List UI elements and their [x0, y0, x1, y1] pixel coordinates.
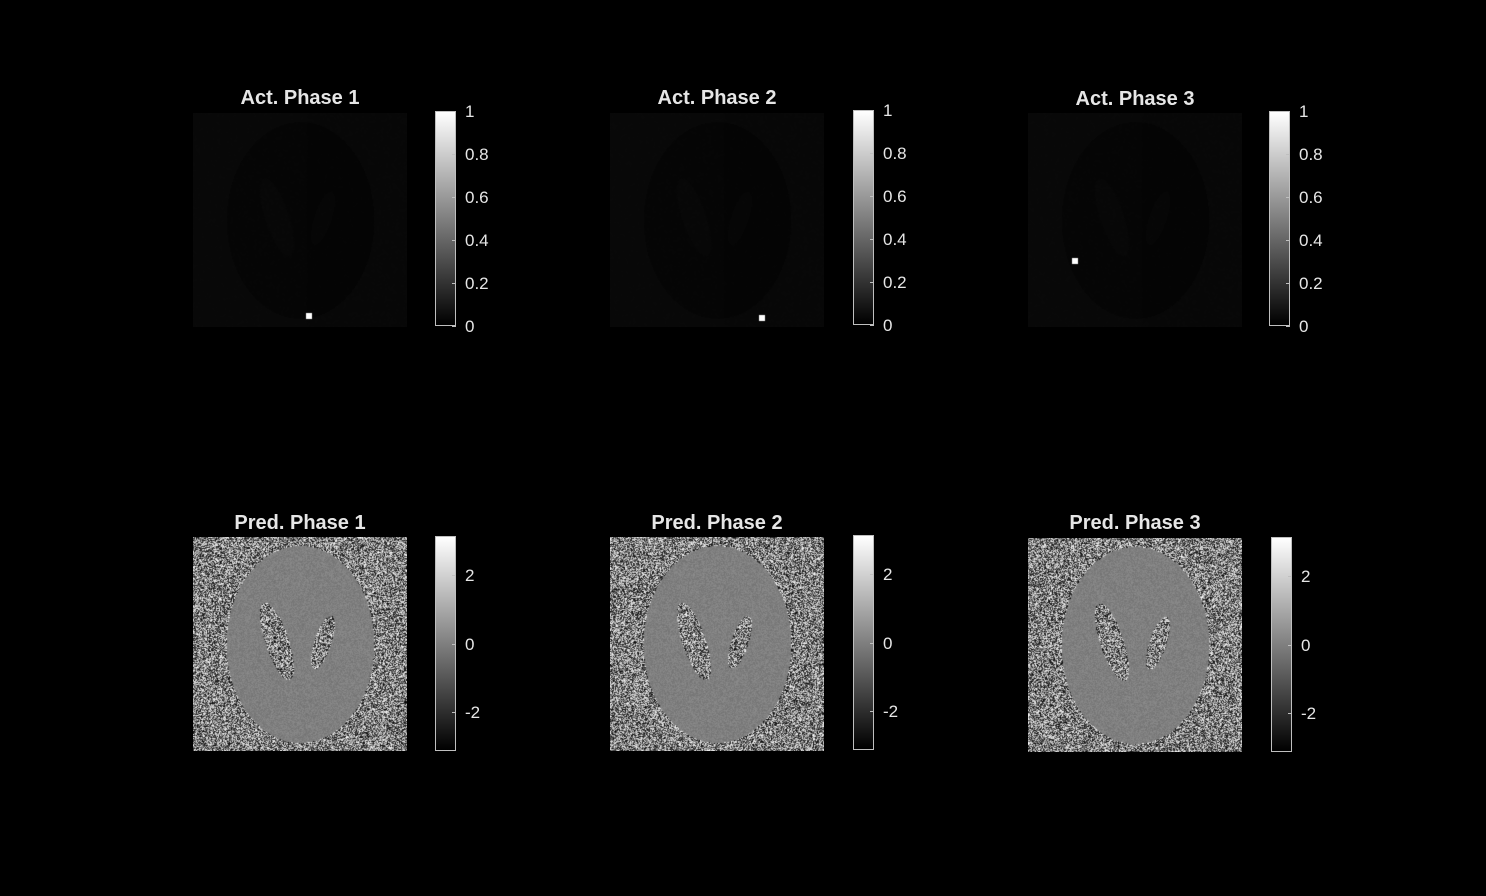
colorbar-tick-mark	[1288, 644, 1292, 646]
colorbar-tick-mark	[452, 197, 456, 198]
colorbar	[853, 110, 874, 325]
colorbar-tick-label: 0.4	[1299, 231, 1323, 250]
colorbar-tick-mark	[1286, 240, 1290, 241]
heatmap-image	[610, 537, 824, 751]
colorbar-tick-label: 1	[1299, 102, 1309, 121]
colorbar-tick-label: -2	[883, 701, 899, 721]
colorbar-tick-label: 0	[465, 634, 475, 654]
panel-title: Act. Phase 1	[240, 87, 360, 109]
colorbar-tick-label: 0.2	[465, 274, 489, 293]
colorbar-tick-mark	[870, 574, 874, 576]
colorbar-tick-mark	[452, 575, 456, 577]
colorbar-tick-label: 0.6	[883, 187, 907, 206]
colorbar-tick-label: 0	[465, 317, 475, 336]
colorbar-tick-label: 0.6	[465, 188, 489, 207]
colorbar-tick-mark	[1288, 576, 1292, 578]
colorbar-tick-label: -2	[1301, 703, 1317, 723]
colorbar-tick-label: -2	[465, 702, 481, 722]
colorbar-tick-label: 0.4	[465, 231, 489, 250]
panel-title: Act. Phase 2	[657, 87, 777, 109]
heatmap-image	[193, 113, 407, 327]
panel-title: Pred. Phase 3	[1069, 512, 1201, 534]
colorbar-tick-label: 0.6	[1299, 188, 1323, 207]
colorbar-tick-label: 2	[883, 565, 893, 585]
colorbar-tick-label: 0.2	[1299, 274, 1323, 293]
colorbar-tick-label: 0.8	[465, 145, 489, 164]
colorbar-tick-mark	[1286, 197, 1290, 198]
colorbar-tick-label: 0	[883, 316, 893, 335]
colorbar-tick-mark	[452, 154, 456, 155]
colorbar-tick-mark	[452, 240, 456, 241]
colorbar-tick-mark	[1286, 111, 1290, 112]
colorbar-tick-label: 0	[883, 633, 893, 653]
colorbar-tick-label: 2	[465, 566, 475, 586]
colorbar-tick-label: 2	[1301, 567, 1311, 587]
colorbar-tick-label: 1	[883, 101, 893, 120]
colorbar-tick-mark	[870, 196, 874, 197]
colorbar-tick-label: 0	[1301, 635, 1311, 655]
colorbar-tick-mark	[1288, 712, 1292, 714]
colorbar	[1269, 111, 1290, 326]
colorbar-tick-mark	[870, 710, 874, 712]
colorbar-tick-mark	[1286, 326, 1290, 327]
panel-title: Pred. Phase 1	[234, 512, 366, 534]
colorbar-tick-mark	[870, 239, 874, 240]
colorbar-tick-label: 0.8	[1299, 145, 1323, 164]
colorbar-tick-mark	[452, 111, 456, 112]
heatmap-image	[193, 537, 407, 751]
colorbar-tick-mark	[870, 153, 874, 154]
colorbar-tick-mark	[452, 711, 456, 713]
colorbar-tick-mark	[1286, 283, 1290, 284]
colorbar-tick-mark	[870, 642, 874, 644]
colorbar-tick-mark	[452, 326, 456, 327]
heatmap-image	[1028, 538, 1242, 752]
colorbar-tick-mark	[1286, 154, 1290, 155]
colorbar-tick-label: 1	[465, 102, 475, 121]
colorbar-tick-mark	[452, 283, 456, 284]
colorbar	[435, 111, 456, 326]
colorbar-tick-mark	[452, 643, 456, 645]
colorbar-tick-mark	[870, 325, 874, 326]
heatmap-image	[610, 113, 824, 327]
colorbar-tick-mark	[870, 110, 874, 111]
heatmap-image	[1028, 113, 1242, 327]
panel-title: Act. Phase 3	[1075, 88, 1195, 110]
panel-title: Pred. Phase 2	[651, 512, 783, 534]
colorbar-tick-label: 0.4	[883, 230, 907, 249]
colorbar-tick-label: 0.2	[883, 273, 907, 292]
colorbar-tick-label: 0.8	[883, 144, 907, 163]
colorbar-tick-mark	[870, 282, 874, 283]
colorbar-tick-label: 0	[1299, 317, 1309, 336]
